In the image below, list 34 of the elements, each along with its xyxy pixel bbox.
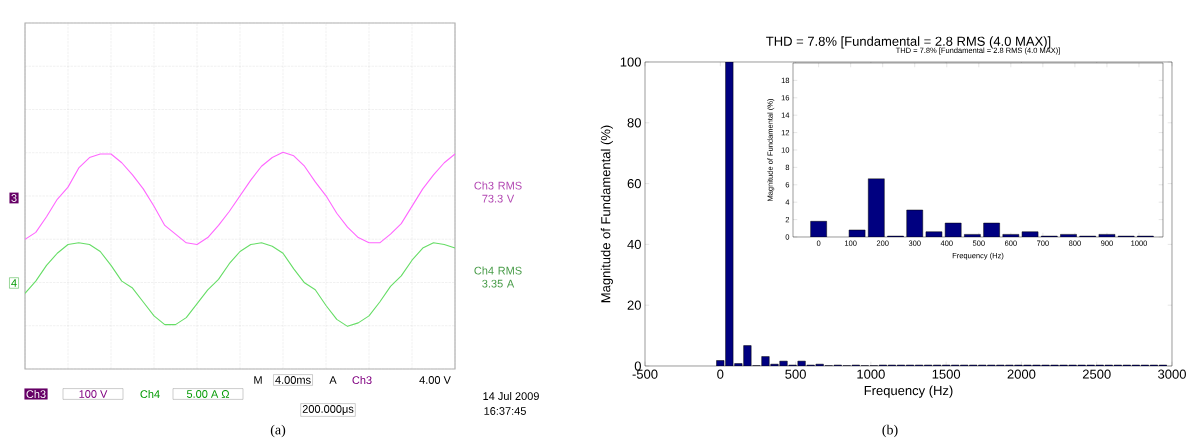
x-tick-label: 0 bbox=[717, 369, 724, 379]
text: 200.000μs bbox=[302, 405, 354, 415]
text: A bbox=[329, 376, 337, 384]
x-axis-title: Frequency (Hz) bbox=[864, 385, 953, 398]
text: Ch3 RMS 73.3 V bbox=[474, 181, 522, 203]
text: Ch4 bbox=[140, 389, 160, 399]
y-tick-label: 20 bbox=[627, 300, 641, 310]
text: 4.00ms bbox=[275, 376, 311, 384]
text: (a) bbox=[270, 424, 286, 438]
text: 100 V bbox=[79, 390, 108, 398]
x-tick-label: 2000 bbox=[1007, 369, 1036, 379]
y-tick-label: 40 bbox=[627, 239, 641, 249]
text: 16:37:45 bbox=[484, 407, 526, 415]
text: 3 bbox=[11, 194, 17, 202]
x-tick-label: 3000 bbox=[1158, 369, 1186, 379]
text: Ch4 RMS 3.35 A bbox=[474, 266, 522, 288]
x-tick-label: 1500 bbox=[932, 369, 961, 379]
y-axis-title: Magnitude of Fundamental (%) bbox=[600, 125, 613, 303]
x-tick-label: 2500 bbox=[1082, 369, 1111, 379]
y-tick-label: 100 bbox=[620, 57, 641, 67]
x-tick-label: -500 bbox=[632, 369, 658, 379]
text: 4.00 V bbox=[419, 376, 451, 384]
x-tick-label: 500 bbox=[785, 369, 806, 379]
text: 14 Jul 2009 bbox=[483, 391, 539, 401]
y-tick-label: 0 bbox=[634, 361, 641, 371]
y-tick-label: 80 bbox=[627, 118, 641, 128]
x-tick-label: 1000 bbox=[857, 369, 885, 379]
text: Ch3 bbox=[26, 389, 46, 399]
text: Ch3 bbox=[352, 375, 372, 385]
y-tick-label: 60 bbox=[627, 178, 641, 189]
text: 5.00 A Ω bbox=[186, 390, 230, 398]
text: 4 bbox=[11, 279, 17, 287]
text: M bbox=[254, 376, 262, 384]
text: (b) bbox=[882, 424, 898, 438]
